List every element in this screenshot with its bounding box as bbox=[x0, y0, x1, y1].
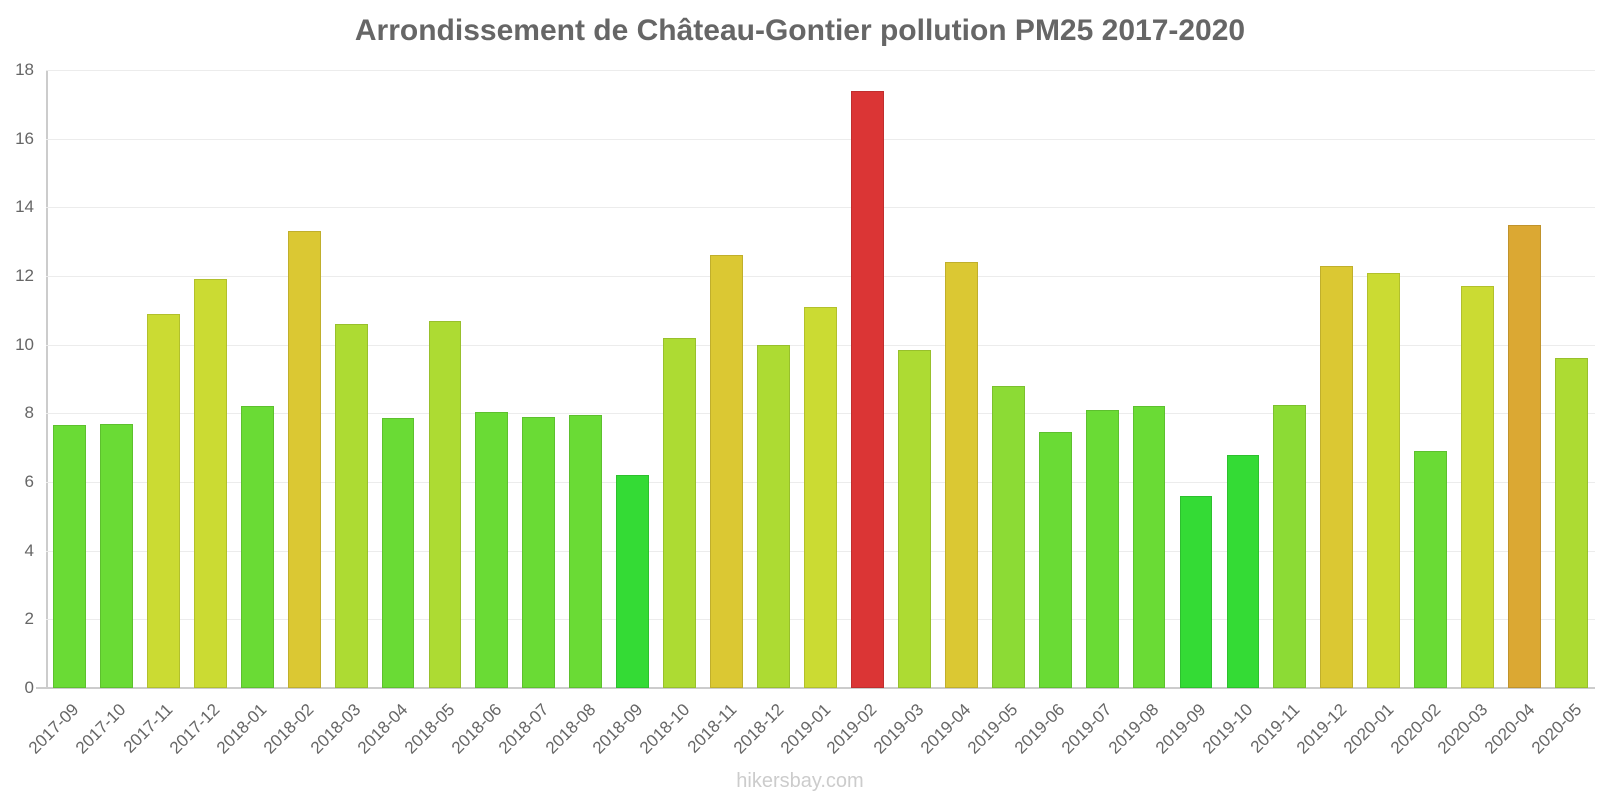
bar-2018-12[interactable] bbox=[757, 344, 790, 688]
gridline bbox=[46, 276, 1595, 277]
bar-2018-10[interactable] bbox=[663, 337, 697, 688]
bar-2019-02[interactable] bbox=[851, 90, 884, 688]
bar-2020-04[interactable] bbox=[1508, 224, 1541, 688]
bar-2019-01[interactable] bbox=[804, 306, 837, 688]
y-tick-label: 0 bbox=[24, 678, 34, 697]
bar-2019-05[interactable] bbox=[991, 385, 1025, 688]
bar-2019-07[interactable] bbox=[1085, 409, 1119, 688]
bar-2018-03[interactable] bbox=[334, 324, 368, 688]
bar-2017-10[interactable] bbox=[99, 423, 133, 688]
gridline bbox=[46, 70, 1595, 71]
bar-2018-08[interactable] bbox=[569, 415, 603, 688]
chart-title: Arrondissement de Château-Gontier pollut… bbox=[354, 14, 1246, 47]
x-axis bbox=[36, 687, 1595, 689]
bar-2019-11[interactable] bbox=[1273, 404, 1307, 688]
y-axis bbox=[46, 70, 48, 688]
bar-2019-12[interactable] bbox=[1320, 265, 1354, 688]
bar-2017-12[interactable] bbox=[193, 279, 227, 688]
bar-2019-09[interactable] bbox=[1179, 495, 1213, 688]
y-tick-label: 4 bbox=[24, 540, 34, 560]
bar-2020-05[interactable] bbox=[1555, 358, 1588, 688]
y-tick-label: 10 bbox=[15, 334, 34, 354]
y-tick-label: 16 bbox=[15, 128, 34, 148]
bar-2018-01[interactable] bbox=[240, 406, 274, 688]
bar-2018-07[interactable] bbox=[522, 416, 556, 688]
bar-2020-01[interactable] bbox=[1367, 272, 1401, 688]
y-tick-label: 6 bbox=[24, 472, 34, 491]
bar-2018-09[interactable] bbox=[616, 475, 650, 688]
bar-2019-10[interactable] bbox=[1226, 454, 1260, 688]
bar-2019-08[interactable] bbox=[1132, 406, 1166, 688]
y-tick-label: 12 bbox=[15, 266, 34, 285]
gridline bbox=[46, 138, 1595, 140]
bar-2019-04[interactable] bbox=[944, 262, 978, 688]
bar-2018-04[interactable] bbox=[381, 418, 415, 688]
y-tick-label: 2 bbox=[24, 609, 34, 629]
gridline bbox=[46, 207, 1595, 209]
y-tick-label: 18 bbox=[15, 60, 34, 79]
watermark: hikersbay.com bbox=[736, 770, 864, 792]
bar-2018-06[interactable] bbox=[475, 411, 509, 688]
bar-2019-03[interactable] bbox=[897, 349, 931, 688]
bar-2018-02[interactable] bbox=[287, 231, 321, 688]
y-tick-label: 8 bbox=[24, 403, 34, 423]
bar-2019-06[interactable] bbox=[1038, 432, 1072, 688]
bar-2020-03[interactable] bbox=[1461, 286, 1495, 688]
bar-2018-05[interactable] bbox=[428, 320, 462, 688]
plot-area: 0 2 4 6 8 10 12 14 16 18 bbox=[15, 60, 1595, 697]
bar-2020-02[interactable] bbox=[1414, 451, 1448, 688]
bar-2017-09[interactable] bbox=[53, 425, 86, 688]
bar-2017-11[interactable] bbox=[146, 313, 180, 688]
bar-2018-11[interactable] bbox=[710, 255, 744, 688]
y-tick-label: 14 bbox=[15, 197, 34, 217]
